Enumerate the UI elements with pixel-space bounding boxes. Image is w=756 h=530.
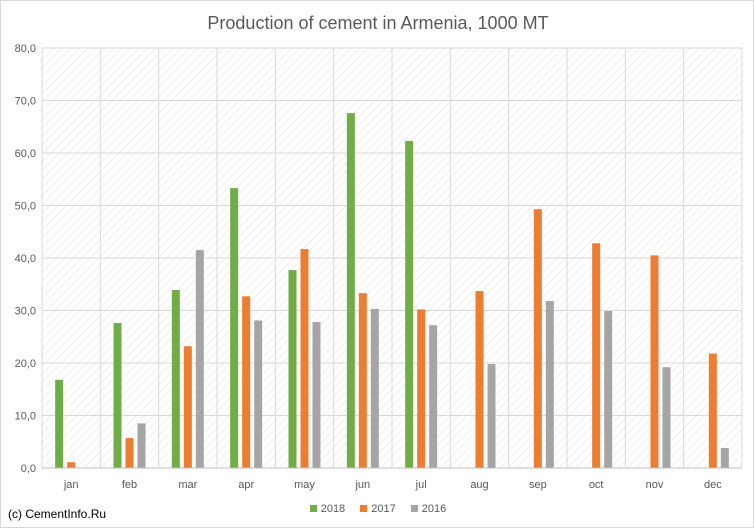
bar-2017-mar <box>183 346 192 468</box>
bar-2016-may <box>312 322 321 468</box>
x-tick-label: oct <box>589 479 604 491</box>
bar-2018-apr <box>230 188 239 469</box>
x-tick-label: may <box>294 479 315 491</box>
legend-label: 2016 <box>421 503 447 515</box>
bar-2017-jan <box>67 462 76 468</box>
x-tick-label: aug <box>470 479 488 491</box>
bar-2017-nov <box>650 255 659 468</box>
bar-2018-jan <box>55 379 64 468</box>
bar-2018-may <box>288 270 297 468</box>
legend-label: 2018 <box>320 503 346 515</box>
bar-2017-feb <box>125 438 134 468</box>
bar-2017-apr <box>242 296 251 468</box>
y-tick-label: 0,0 <box>21 463 36 475</box>
legend-swatch <box>360 505 368 512</box>
bar-2018-jun <box>346 113 355 468</box>
copyright-text: (c) CementInfo.Ru <box>8 507 107 521</box>
bars <box>55 113 729 469</box>
x-tick-label: jul <box>415 479 427 491</box>
bar-2017-sep <box>533 209 542 469</box>
y-tick-label: 50,0 <box>15 201 36 213</box>
bar-2017-dec <box>708 353 717 468</box>
legend-item-2017: 2017 <box>360 503 396 515</box>
bar-2016-oct <box>604 311 613 468</box>
y-tick-label: 20,0 <box>15 358 36 370</box>
bar-2017-oct <box>592 243 601 468</box>
bar-2017-aug <box>475 291 484 468</box>
bar-2016-jun <box>370 308 379 468</box>
x-tick-label: jun <box>354 479 370 491</box>
bar-2016-nov <box>662 367 671 468</box>
y-tick-label: 10,0 <box>15 411 36 423</box>
x-tick-label: dec <box>704 479 722 491</box>
y-tick-label: 40,0 <box>15 253 36 265</box>
y-tick-label: 70,0 <box>15 96 36 108</box>
bar-2017-may <box>300 249 309 468</box>
legend: 2018 2017 2016 <box>0 503 756 515</box>
chart-title: Production of cement in Armenia, 1000 MT <box>207 13 549 33</box>
legend-item-2018: 2018 <box>309 503 346 515</box>
y-tick-label: 80,0 <box>15 43 36 55</box>
bar-2016-dec <box>720 448 729 468</box>
y-tick-label: 30,0 <box>15 306 36 318</box>
y-tick-label: 60,0 <box>15 148 36 160</box>
x-tick-label: feb <box>122 479 137 491</box>
x-tick-label: mar <box>178 479 197 491</box>
bar-2016-sep <box>545 301 554 468</box>
bar-2017-jun <box>358 293 367 468</box>
legend-swatch <box>410 505 418 512</box>
bar-2018-jul <box>405 140 414 469</box>
axes: 0,0 10,0 20,0 30,0 40,0 50,0 60,0 70,0 80,0 jan fe… <box>15 43 742 491</box>
legend-label: 2017 <box>371 503 396 515</box>
bar-2018-mar <box>171 290 180 468</box>
bar-2018-feb <box>113 323 122 468</box>
bar-2016-mar <box>195 250 204 468</box>
legend-item-2016: 2016 <box>410 503 447 515</box>
x-tick-label: apr <box>238 479 254 491</box>
x-tick-label: nov <box>646 479 664 491</box>
legend-swatch <box>309 505 317 512</box>
x-tick-label: sep <box>529 479 547 491</box>
bar-2016-aug <box>487 364 496 468</box>
bar-2016-jul <box>429 325 438 468</box>
bar-2016-feb <box>137 423 146 468</box>
bar-2016-apr <box>254 320 263 468</box>
bar-2017-jul <box>417 309 426 468</box>
grid <box>41 47 743 469</box>
x-tick-label: jan <box>63 479 79 491</box>
